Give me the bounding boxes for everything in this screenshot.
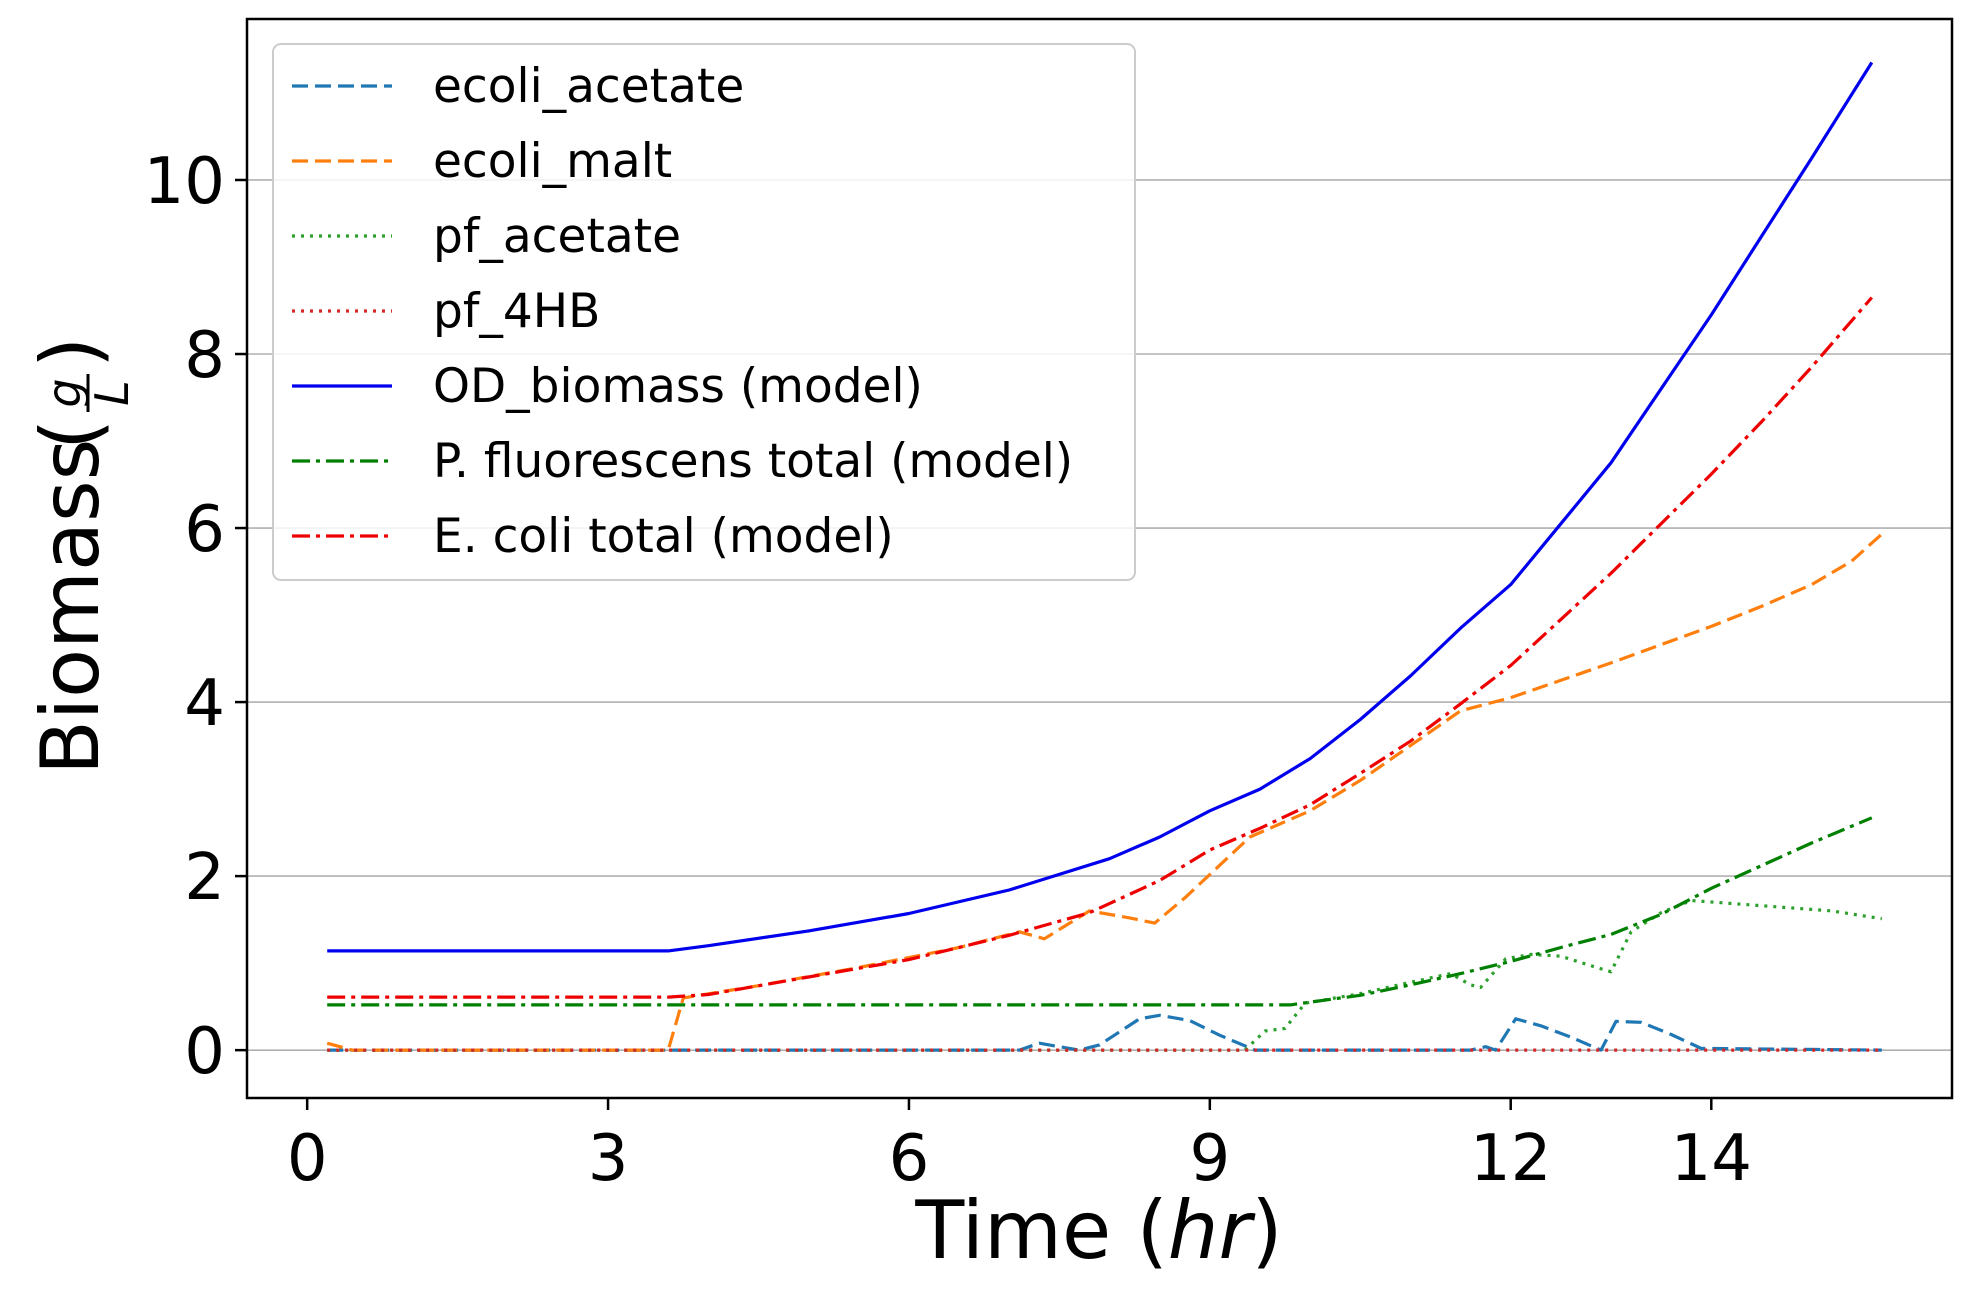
legend: ecoli_acetate ecoli_malt pf_acetate pf_4HB O… — [272, 43, 1136, 581]
y-axis-title: Biomass ( g L ) — [24, 337, 139, 775]
y-axis-unit-denominator: L — [85, 380, 139, 406]
x-tick-label-14: 14 — [1671, 1122, 1752, 1196]
x-tick-label-3: 3 — [588, 1122, 629, 1196]
series-line-2 — [327, 898, 1883, 1052]
plot-frame — [245, 17, 1954, 1100]
legend-label-5: P. fluorescens total (model) — [433, 434, 1073, 489]
y-tick-label-8: 8 — [184, 319, 225, 393]
x-tick-label-12: 12 — [1470, 1122, 1551, 1196]
y-axis-title-text: Biomass — [24, 439, 117, 775]
legend-label-2: pf_acetate — [433, 209, 681, 264]
y-tick-label-10: 10 — [144, 145, 225, 219]
x-tick-label-6: 6 — [889, 1122, 930, 1196]
x-ticks: 0 3 6 9 12 14 — [287, 1098, 1752, 1196]
legend-box — [272, 43, 1136, 581]
x-tick-label-0: 0 — [287, 1122, 328, 1196]
series-lines — [326, 61, 1883, 1052]
series-line-4 — [327, 61, 1874, 953]
y-axis-title-open-paren: ( — [24, 419, 117, 450]
series-line-6 — [327, 296, 1874, 999]
x-axis-title: Time (hr) — [914, 1184, 1282, 1277]
y-tick-label-0: 0 — [184, 1015, 225, 1089]
y-axis-unit-numerator: g — [37, 378, 91, 407]
y-tick-label-6: 6 — [184, 493, 225, 567]
legend-label-6: E. coli total (model) — [433, 509, 894, 564]
legend-label-4: OD_biomass (model) — [433, 359, 923, 414]
y-axis-title-close-paren: ) — [24, 337, 117, 368]
legend-label-0: ecoli_acetate — [433, 59, 744, 114]
legend-label-3: pf_4HB — [433, 284, 600, 339]
y-tick-label-2: 2 — [184, 841, 225, 915]
x-tick-label-9: 9 — [1189, 1122, 1230, 1196]
y-ticks: 0 2 4 6 8 10 — [144, 145, 247, 1089]
legend-label-1: ecoli_malt — [433, 134, 672, 189]
y-tick-label-4: 4 — [184, 667, 225, 741]
